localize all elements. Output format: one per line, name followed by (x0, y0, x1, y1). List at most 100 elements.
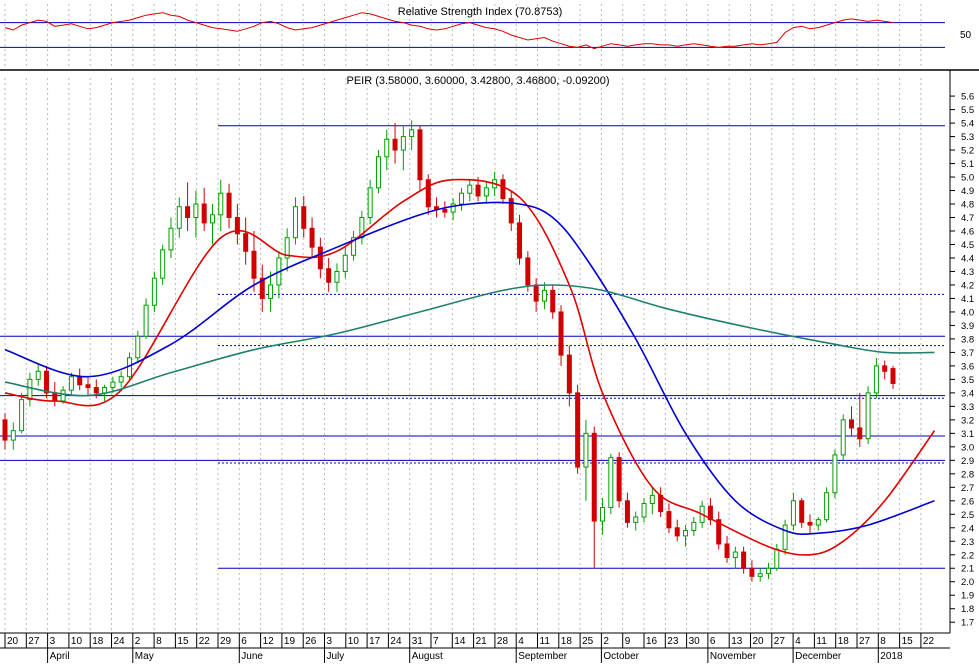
candle-body (525, 257, 531, 286)
x-tick-label: 25 (582, 636, 594, 647)
x-tick-label: 10 (348, 636, 360, 647)
candle-body (674, 527, 680, 537)
candle-body (193, 203, 199, 219)
candle-body (351, 237, 357, 256)
x-tick-label: 2 (135, 636, 141, 647)
y-tick-label: 3.9 (961, 321, 974, 332)
y-tick-label: 4.1 (961, 294, 974, 305)
candle-body (716, 519, 722, 545)
candle-body (500, 179, 506, 200)
y-tick-label: 5.1 (961, 159, 974, 170)
x-axis-ticks: 20 27 3 10 18 24 2 8 15 22 29 6 12 19 26 3 10 17 24 31 7 14 21… (4, 633, 934, 648)
x-tick-label: 4 (795, 636, 801, 647)
x-tick-label: 26 (305, 636, 317, 647)
y-tick-label: 1.9 (961, 591, 974, 602)
month-label: November (710, 651, 757, 662)
x-tick-label: 27 (859, 636, 871, 647)
candle-body (757, 573, 763, 577)
y-tick-label: 3.7 (961, 348, 974, 359)
x-tick-label: 28 (497, 636, 509, 647)
candle-body (707, 505, 713, 521)
x-tick-label: 18 (838, 636, 850, 647)
candle-body (342, 254, 348, 272)
candle-body (43, 370, 49, 394)
candle-body (234, 217, 240, 235)
candle-body (840, 419, 846, 456)
candle-body (882, 365, 888, 372)
candle-body (168, 227, 174, 251)
y-tick-label: 4.9 (961, 186, 974, 197)
candle-body (541, 289, 547, 302)
candle-body (483, 187, 489, 197)
candle-body (292, 206, 298, 239)
y-tick-label: 2.1 (961, 564, 974, 575)
candle-body (317, 246, 323, 270)
rsi-panel: Relative Strength Index (70.8753) 50 (0, 4, 972, 66)
candle-body (417, 129, 423, 181)
candle-body (160, 249, 166, 279)
candle-body (85, 384, 91, 388)
candle-body (732, 551, 738, 558)
rsi-line (4, 12, 894, 50)
candle-body (566, 354, 572, 394)
x-tick-label: 20 (7, 636, 19, 647)
y-tick-label: 3.3 (961, 402, 974, 413)
candle-body (359, 217, 365, 239)
moving-average-line (4, 284, 935, 397)
x-tick-label: 14 (454, 636, 466, 647)
candle-body (766, 567, 772, 575)
candle-body (865, 392, 871, 440)
y-tick-label: 3.6 (961, 361, 974, 372)
x-tick-label: 17 (369, 636, 381, 647)
candle-body (450, 203, 456, 213)
candle-body (201, 203, 207, 224)
x-tick-label: 3 (327, 636, 333, 647)
candle-body (409, 129, 415, 138)
y-tick-label: 3.4 (961, 388, 974, 399)
candle-body (616, 457, 622, 502)
candle-body (641, 502, 647, 518)
x-tick-label: 13 (731, 636, 743, 647)
candle-body (425, 179, 431, 208)
y-tick-label: 3.0 (961, 442, 974, 453)
moving-average-line (4, 201, 935, 536)
candle-body (815, 519, 821, 526)
candle-body (259, 277, 265, 299)
candle-body (10, 430, 16, 441)
candles (2, 120, 896, 582)
month-label: June (241, 651, 263, 662)
y-tick-label: 3.8 (961, 334, 974, 345)
x-tick-label: 3 (50, 636, 56, 647)
candle-body (301, 206, 307, 229)
candle-body (19, 399, 25, 432)
candle-body (533, 284, 539, 302)
x-tick-label: 11 (816, 636, 827, 647)
x-tick-label: 4 (518, 636, 524, 647)
x-tick-label: 30 (689, 636, 701, 647)
candle-body (68, 376, 74, 391)
y-tick-label: 2.6 (961, 496, 974, 507)
x-tick-label: 22 (199, 636, 211, 647)
candle-body (790, 500, 796, 526)
candle-body (558, 311, 564, 356)
x-tick-label: 6 (241, 636, 247, 647)
candle-body (226, 192, 232, 219)
candle-body (649, 494, 655, 504)
y-tick-label: 1.8 (961, 604, 974, 615)
candle-body (890, 368, 896, 384)
y-tick-label: 2.3 (961, 537, 974, 548)
candle-body (110, 381, 116, 388)
candle-body (691, 521, 697, 531)
candle-body (774, 548, 780, 569)
candle-body (458, 192, 464, 205)
candle-body (749, 567, 755, 577)
y-tick-label: 3.1 (961, 429, 974, 440)
x-tick-label: 7 (433, 636, 439, 647)
candle-body (467, 184, 473, 194)
month-label: September (518, 651, 568, 662)
candle-body (508, 198, 514, 224)
y-axis-ticks: 1.7 1.8 1.9 2.0 2.1 2.2 2.3 2.4 2.5 2.6 2.7 2.8 2.9 3… (950, 92, 974, 629)
rsi-levels (0, 22, 945, 48)
